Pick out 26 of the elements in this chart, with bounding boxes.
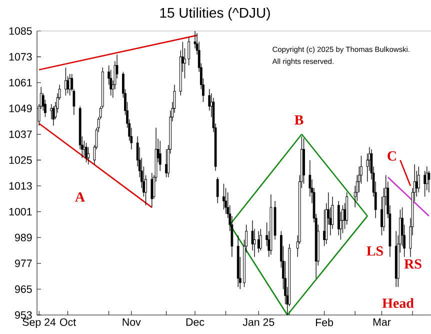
x-tick-label: Sep 24 [22, 318, 56, 328]
annotation: RS [404, 259, 422, 269]
annotation: A [75, 192, 85, 202]
x-tick-label: Jan 25 [242, 318, 274, 326]
y-tick-label: 1073 [9, 53, 32, 61]
y-tick-label: 1025 [9, 156, 32, 164]
y-tick-label: 1037 [9, 130, 32, 138]
y-tick-label: 989 [15, 234, 32, 242]
y-tick-label: 1061 [9, 78, 32, 86]
y-tick-label: 1013 [9, 182, 32, 190]
x-tick-label: Mar [373, 318, 391, 326]
annotation: LS [366, 246, 383, 256]
chart-title: 15 Utilities (^DJU) [160, 7, 270, 21]
x-tick-label: Dec [186, 318, 204, 326]
annotation: C [388, 151, 396, 161]
y-tick-label: 1001 [9, 208, 32, 216]
x-tick-label: Feb [316, 318, 334, 326]
y-tick-label: 965 [15, 285, 32, 293]
y-tick-label: 1085 [9, 27, 32, 35]
x-tick-label: Nov [122, 318, 141, 326]
y-tick-label: 977 [15, 260, 32, 268]
y-tick-label: 953 [15, 311, 32, 319]
x-tick-label: Oct [60, 318, 76, 326]
annotation: B [294, 115, 304, 125]
annotation: Head [382, 298, 414, 308]
y-tick-label: 1049 [9, 104, 32, 112]
